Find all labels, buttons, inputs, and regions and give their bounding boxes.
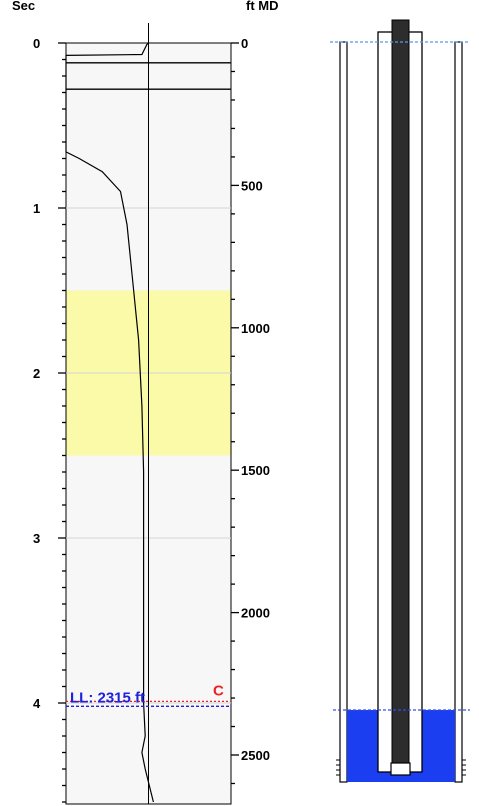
rod-string xyxy=(391,19,410,766)
left-tick-label-2: 2 xyxy=(33,366,40,381)
right-tick-label-4: 2000 xyxy=(241,606,270,621)
liquid-level-label: LL: 2315 ft xyxy=(70,689,145,706)
right-axis: 0 500 1000 1500 2000 2500 xyxy=(231,36,270,785)
right-axis-title: ft MD xyxy=(246,0,279,13)
acoustic-trace xyxy=(65,42,154,803)
plot-panel: LL: 2315 ft C xyxy=(65,23,232,805)
right-tick-label-2: 1000 xyxy=(241,321,270,336)
pump xyxy=(390,762,411,776)
right-tick-label-3: 1500 xyxy=(241,463,270,478)
right-tick-label-5: 2500 xyxy=(241,748,270,763)
left-tick-label-0: 0 xyxy=(33,36,40,51)
casing-right-wall xyxy=(454,41,463,783)
right-tick-label-1: 500 xyxy=(241,178,263,193)
left-tick-label-3: 3 xyxy=(33,531,40,546)
wellbore-diagram xyxy=(330,19,470,783)
left-tick-label-1: 1 xyxy=(33,201,40,216)
casing-left-wall xyxy=(339,41,348,783)
right-tick-label-0: 0 xyxy=(241,36,248,51)
left-axis: 0 1 2 3 4 xyxy=(33,36,66,803)
left-axis-title: Sec xyxy=(12,0,35,13)
c-marker-label: C xyxy=(213,682,224,699)
surface-lines xyxy=(66,62,231,90)
left-tick-label-4: 4 xyxy=(33,696,41,711)
